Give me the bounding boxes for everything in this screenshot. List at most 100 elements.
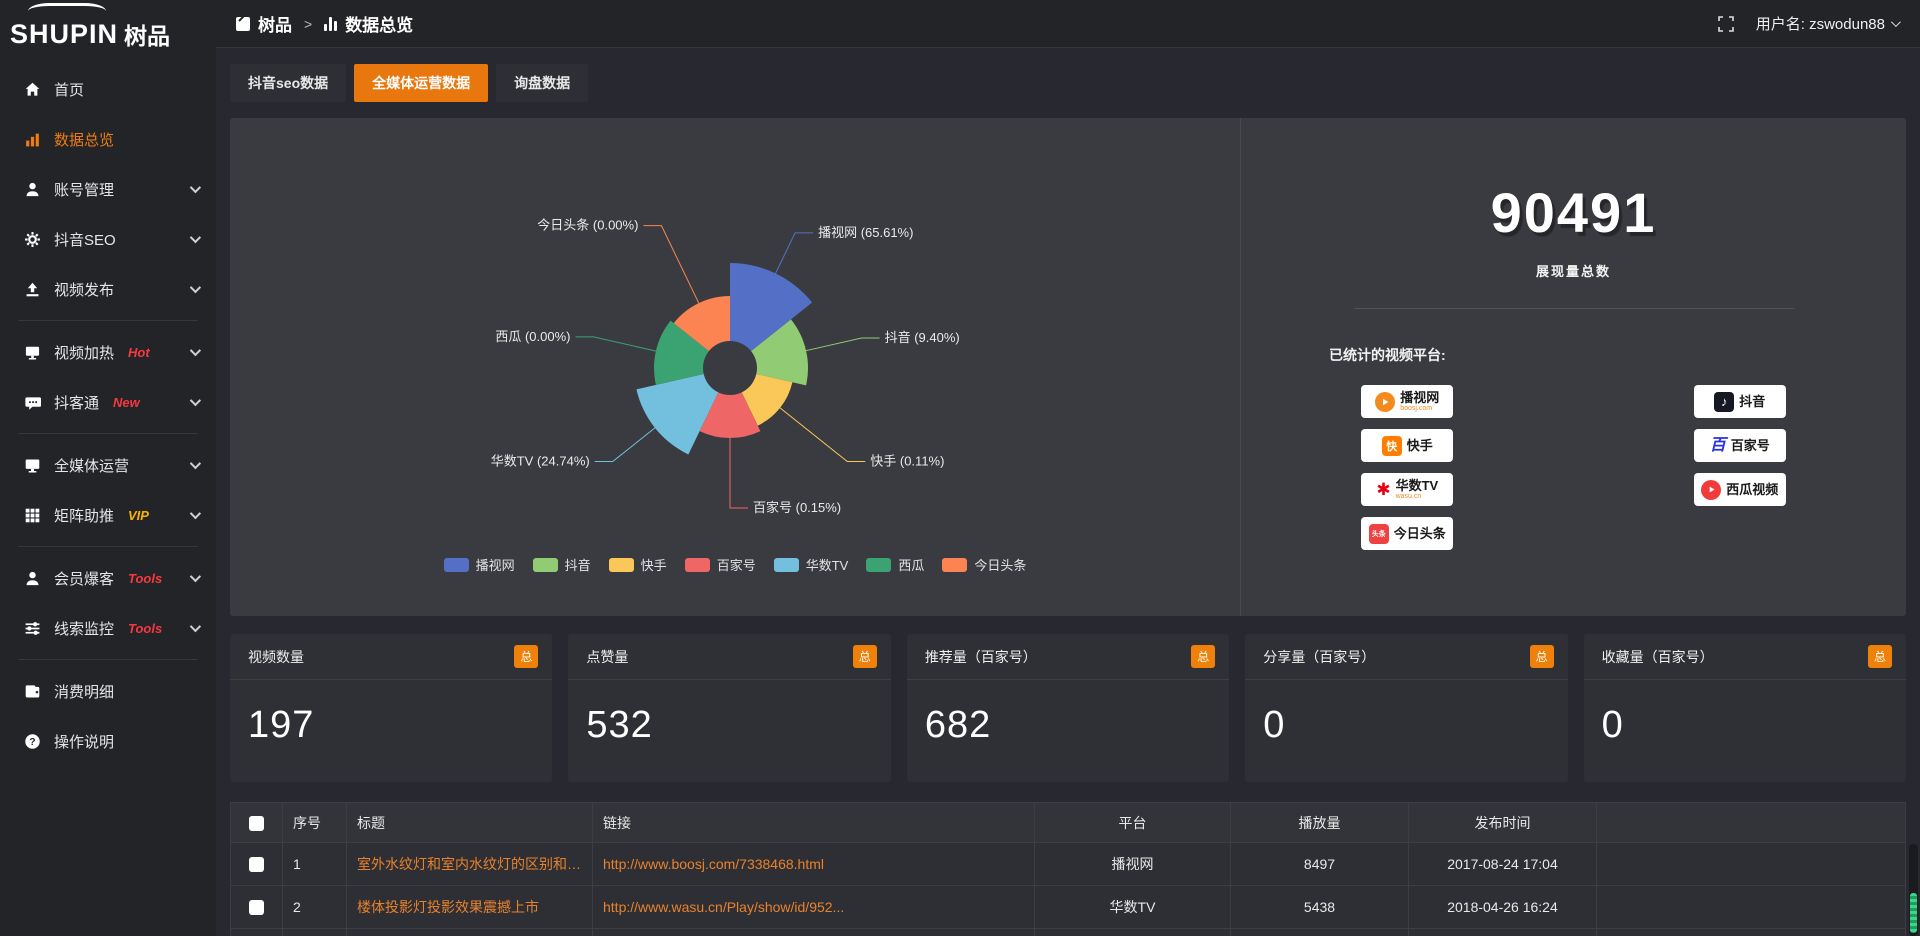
legend-label: 快手 xyxy=(640,558,667,573)
pie-label-line xyxy=(729,435,748,509)
username-menu[interactable]: 用户名: zswodun88 xyxy=(1756,13,1901,34)
platform-name: 播视网 xyxy=(1400,389,1440,405)
stat-card-header: 收藏量（百家号） 总 xyxy=(1583,634,1907,680)
row-checkbox[interactable] xyxy=(249,900,264,916)
platform-name: 百家号 xyxy=(1730,437,1770,453)
sidebar-item-15[interactable]: 消费明细 xyxy=(0,666,216,716)
breadcrumb-current: 数据总览 xyxy=(345,16,414,35)
cell-platform xyxy=(1034,928,1231,936)
cell-link[interactable] xyxy=(592,928,1035,936)
pie-slice-华数TV[interactable] xyxy=(636,374,719,455)
pie-slice-百家号[interactable] xyxy=(699,392,761,439)
pie-label-line xyxy=(777,405,866,463)
table-header-4: 播放量 xyxy=(1230,802,1409,843)
cell-plays xyxy=(1230,928,1409,936)
sidebar-item-label: 首页 xyxy=(54,81,85,99)
bar-chart-icon xyxy=(324,16,338,31)
monitor-icon xyxy=(24,457,41,474)
table-header-1: 标题 xyxy=(346,802,593,843)
chevron-down-icon xyxy=(189,281,202,294)
legend-item-百家号[interactable]: 百家号 xyxy=(684,555,756,574)
total-badge: 总 xyxy=(514,645,539,668)
topbar: 树品 > 数据总览 用户名: zswodun88 xyxy=(216,0,1920,48)
cell-title[interactable] xyxy=(346,928,593,936)
legend-item-抖音[interactable]: 抖音 xyxy=(532,555,591,574)
rose-pie-chart[interactable]: 播视网 (65.61%) 抖音 (9.40%) 快手 (0.11%) 百家号 (0.1… xyxy=(230,118,1240,588)
sidebar-item-label: 账号管理 xyxy=(54,181,115,199)
platform-name: 抖音 xyxy=(1739,393,1766,409)
logo-arc-decoration xyxy=(28,3,106,19)
sidebar-item-10[interactable]: 矩阵助推 VIP xyxy=(0,490,216,540)
sidebar-item-2[interactable]: 账号管理 xyxy=(0,164,216,214)
sidebar-item-13[interactable]: 线索监控 Tools xyxy=(0,603,216,653)
legend-swatch xyxy=(443,557,469,572)
chart-legend: 播视网 抖音 快手 百家号 华数TV 西瓜 今日头条 xyxy=(230,555,1240,574)
pie-label-line xyxy=(575,336,659,353)
cell-title[interactable]: 室外水纹灯和室内水纹灯的区别和简介 xyxy=(346,842,593,886)
app-logo: SHUPIN 树品 xyxy=(0,0,216,52)
chevron-down-icon xyxy=(1890,17,1901,28)
cell-published xyxy=(1408,928,1597,936)
platform-domain: boosj.com xyxy=(1400,405,1433,413)
sidebar-item-3[interactable]: 抖音SEO xyxy=(0,214,216,264)
wallet-icon xyxy=(24,683,41,700)
video-table-wrap: 序号 标题 链接 平台 播放量 发布时间 1 室外水纹灯和室内水纹灯的区别和简介 http… xyxy=(230,802,1906,936)
legend-item-华数TV[interactable]: 华数TV xyxy=(773,555,848,574)
sidebar-item-7[interactable]: 抖客通 New xyxy=(0,377,216,427)
platform-name: 西瓜视频 xyxy=(1726,481,1779,497)
stat-card-label: 分享量（百家号） xyxy=(1263,648,1376,665)
breadcrumb-root-icon xyxy=(236,16,250,31)
stat-card-label: 收藏量（百家号） xyxy=(1601,648,1714,665)
sidebar-item-badge: New xyxy=(113,394,140,410)
sidebar-item-label: 会员爆客 xyxy=(54,570,115,588)
cell-plays: 5438 xyxy=(1230,885,1409,929)
kuaishou-logo-icon: 快 xyxy=(1381,435,1402,456)
breadcrumb-separator: > xyxy=(304,15,313,32)
breadcrumb-root[interactable]: 树品 xyxy=(258,16,292,35)
sidebar-item-9[interactable]: 全媒体运营 xyxy=(0,440,216,490)
cell-link[interactable]: http://www.wasu.cn/Play/show/id/952... xyxy=(592,885,1035,929)
legend-swatch xyxy=(532,557,558,572)
pie-label-line xyxy=(803,337,880,352)
row-checkbox[interactable] xyxy=(249,857,264,873)
user-icon xyxy=(24,570,41,587)
tab-2[interactable]: 询盘数据 xyxy=(496,64,589,102)
chevron-down-icon xyxy=(189,344,202,357)
pie-slice-播视网[interactable] xyxy=(730,263,813,352)
legend-item-今日头条[interactable]: 今日头条 xyxy=(942,555,1026,574)
fullscreen-icon[interactable] xyxy=(1717,15,1734,32)
pie-slice-快手[interactable] xyxy=(741,374,793,426)
legend-item-播视网[interactable]: 播视网 xyxy=(443,555,515,574)
pie-slice-今日头条[interactable] xyxy=(673,296,730,352)
sidebar-item-1[interactable]: 数据总览 xyxy=(0,114,216,164)
pie-slice-西瓜[interactable] xyxy=(654,320,709,385)
select-all-checkbox[interactable] xyxy=(249,815,264,831)
sidebar-item-4[interactable]: 视频发布 xyxy=(0,264,216,314)
sidebar-item-12[interactable]: 会员爆客 Tools xyxy=(0,553,216,603)
page-scrollbar[interactable] xyxy=(1909,844,1918,936)
pie-label-抖音: 抖音 (9.40%) xyxy=(885,330,960,345)
cell-link[interactable]: http://www.boosj.com/7338468.html xyxy=(592,842,1035,886)
platform-badge-抖音: ♪ 抖音 xyxy=(1693,385,1786,418)
summary-divider xyxy=(1353,308,1794,309)
stat-card-value: 682 xyxy=(924,704,992,746)
scrollbar-thumb[interactable] xyxy=(1910,893,1917,933)
tab-1[interactable]: 全媒体运营数据 xyxy=(354,64,489,102)
platform-badge-column-right: ♪ 抖音百百家号 西瓜视频 xyxy=(1574,385,1907,550)
platform-badge-快手: 快快手 xyxy=(1361,429,1454,462)
cell-title[interactable]: 楼体投影灯投影效果震撼上市 xyxy=(346,885,593,929)
legend-item-快手[interactable]: 快手 xyxy=(608,555,667,574)
chevron-down-icon xyxy=(189,457,202,470)
pie-label-西瓜: 西瓜 (0.00%) xyxy=(495,329,570,344)
platform-badge-西瓜视频: 西瓜视频 xyxy=(1693,473,1786,506)
pie-slice-抖音[interactable] xyxy=(751,319,808,386)
legend-item-西瓜[interactable]: 西瓜 xyxy=(866,555,924,574)
sidebar-item-6[interactable]: 视频加热 Hot xyxy=(0,327,216,377)
chat-icon xyxy=(24,394,41,411)
sidebar-item-0[interactable]: 首页 xyxy=(0,64,216,114)
legend-label: 今日头条 xyxy=(974,558,1027,573)
legend-label: 西瓜 xyxy=(898,558,925,573)
tab-0[interactable]: 抖音seo数据 xyxy=(230,64,347,102)
sidebar-item-16[interactable]: ? 操作说明 xyxy=(0,716,216,766)
gear-icon xyxy=(24,231,41,248)
